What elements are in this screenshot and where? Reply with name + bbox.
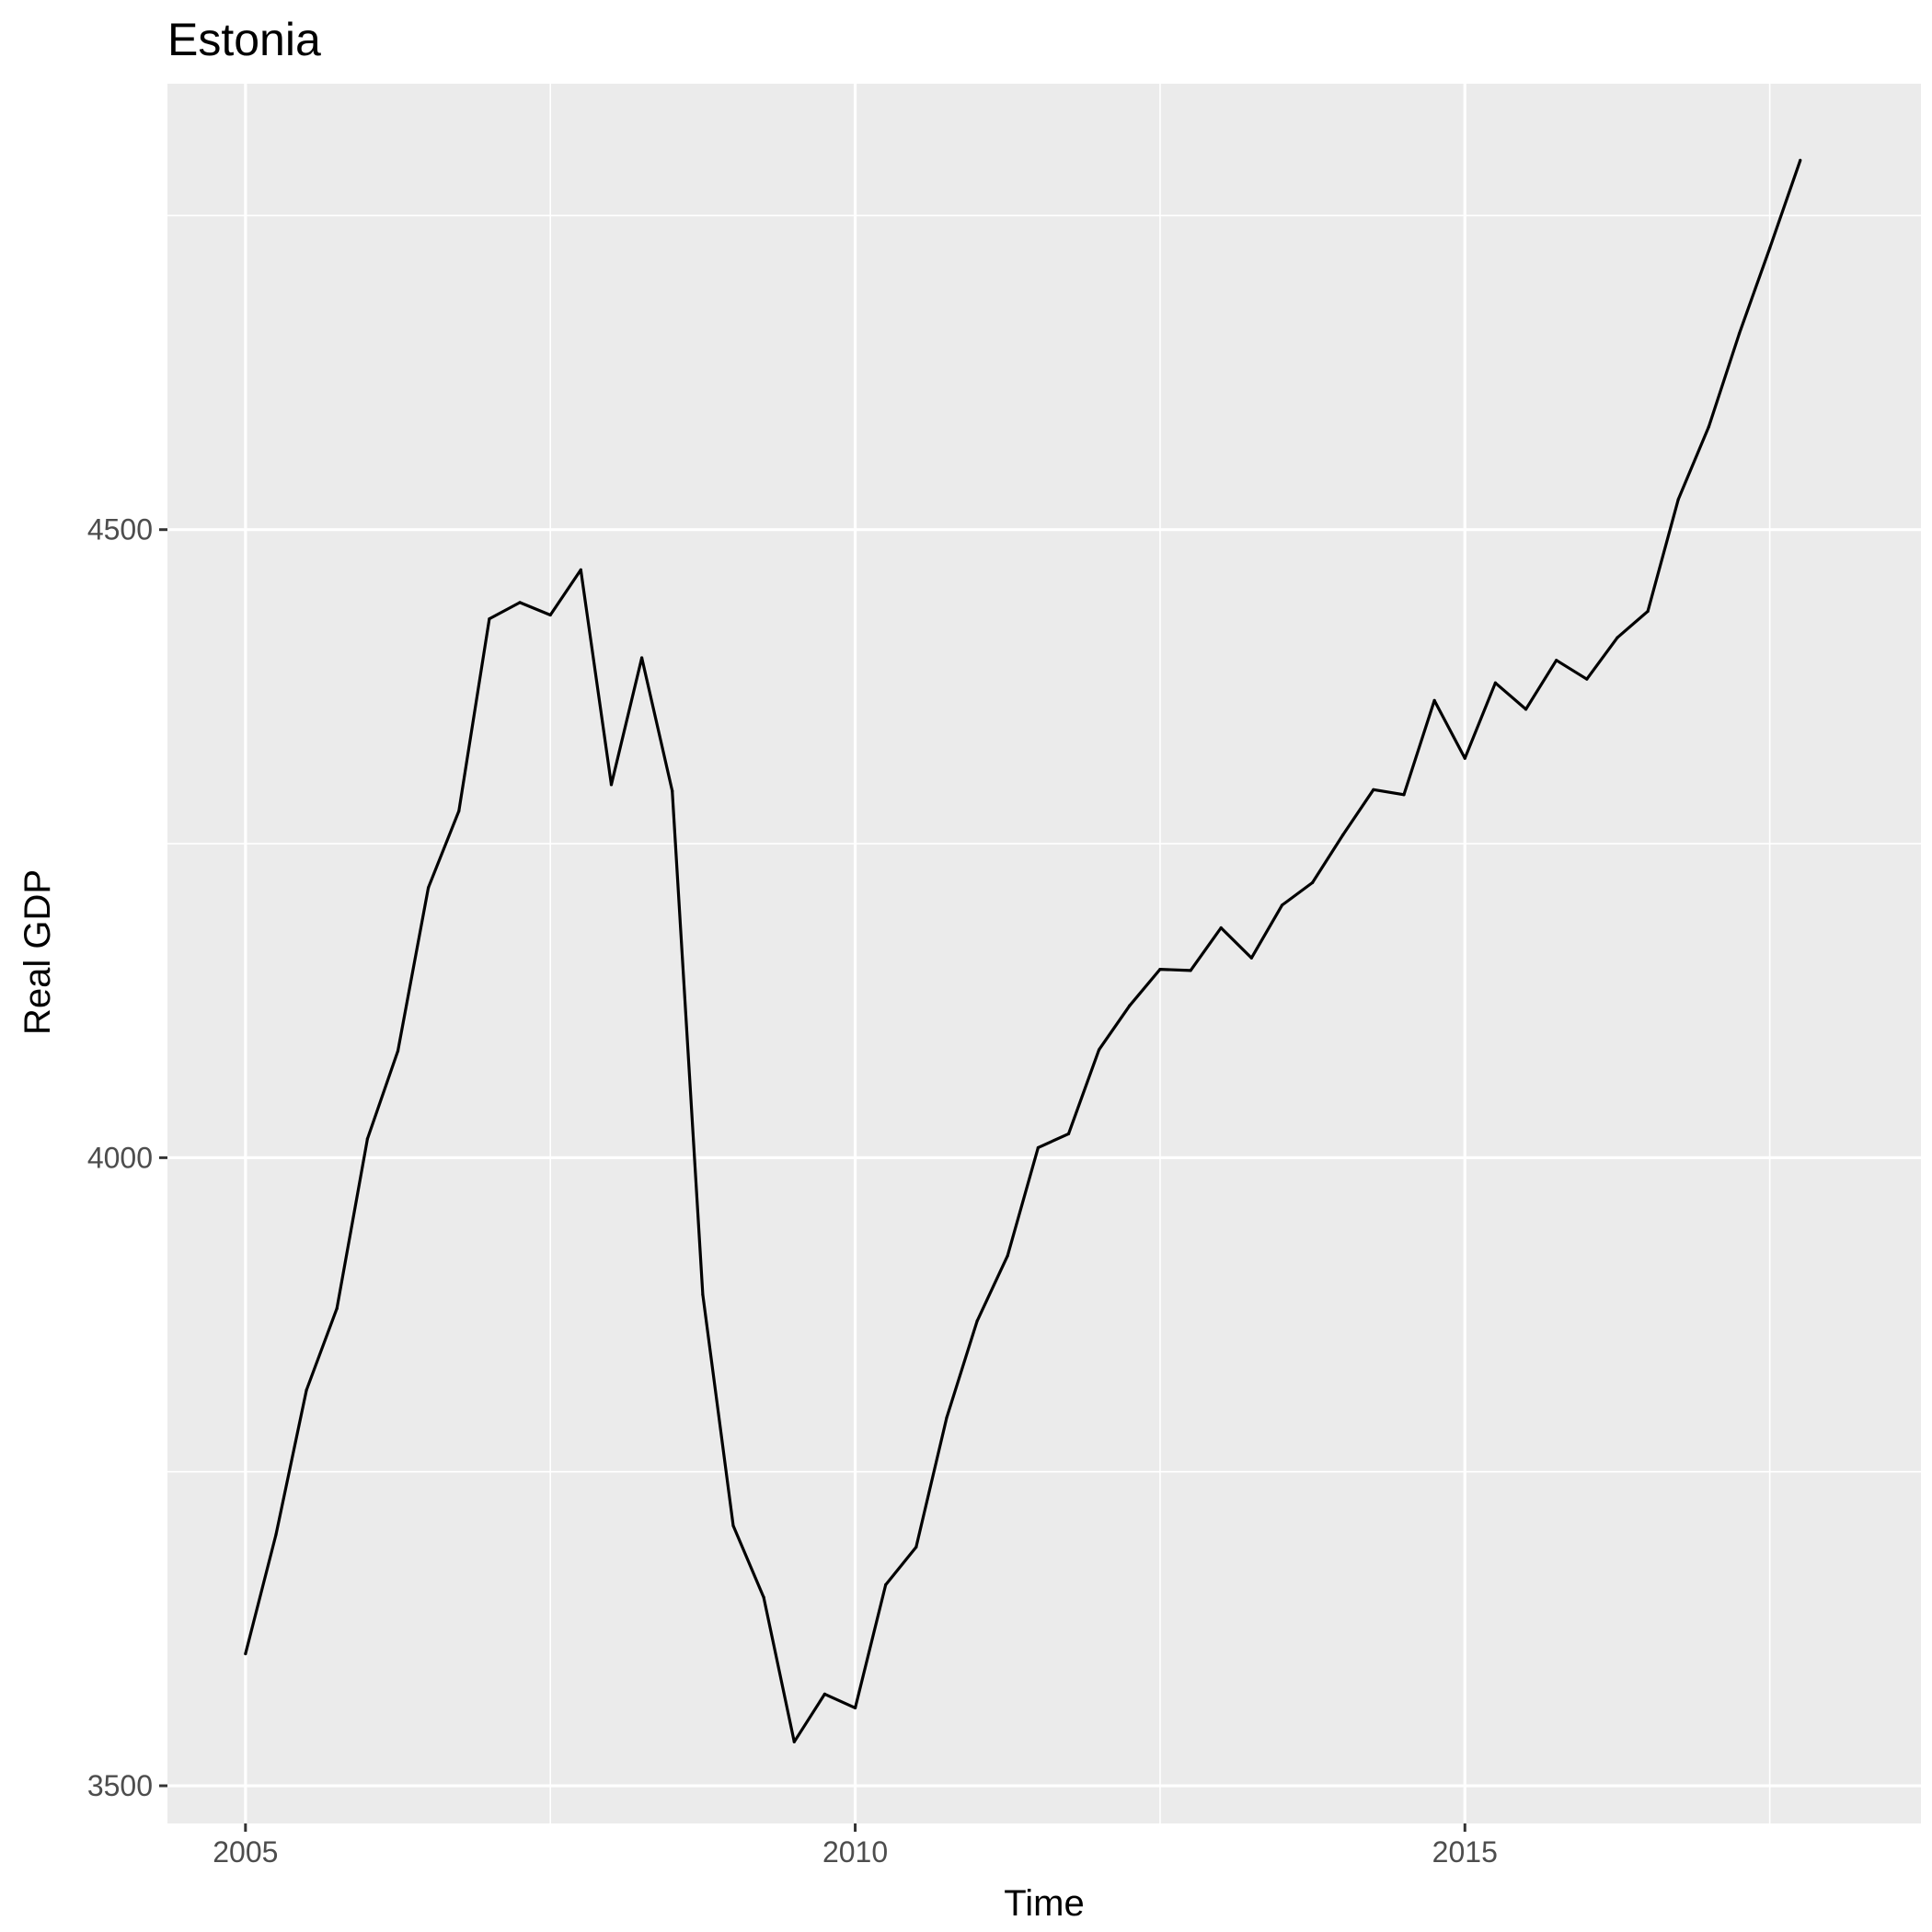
chart-title: Estonia (167, 14, 321, 65)
data-point (822, 1692, 827, 1696)
data-point (274, 1533, 278, 1536)
data-point (1402, 793, 1406, 797)
data-point (609, 783, 614, 787)
data-point (365, 1137, 369, 1141)
data-point (1158, 967, 1162, 972)
data-point (1463, 756, 1466, 760)
plot-panel (167, 84, 1921, 1823)
x-tick-label: 2005 (213, 1835, 278, 1869)
data-point (853, 1706, 857, 1709)
data-point (1341, 833, 1345, 837)
data-point (762, 1595, 765, 1599)
y-tick-label: 3500 (87, 1769, 153, 1802)
data-point (1006, 1254, 1009, 1258)
y-axis-title: Real GDP (17, 869, 58, 1035)
data-point (1372, 788, 1375, 791)
data-point (1128, 1004, 1132, 1007)
data-point (1310, 880, 1315, 884)
data-point (1585, 677, 1589, 681)
data-point (1189, 969, 1192, 972)
data-point (396, 1049, 400, 1052)
data-point (457, 809, 461, 813)
data-point (1707, 425, 1710, 429)
x-tick-label: 2010 (822, 1835, 888, 1869)
data-point (1555, 659, 1558, 662)
data-point (1066, 1132, 1071, 1136)
data-point (1219, 926, 1223, 930)
data-point (488, 617, 491, 621)
data-point (1280, 903, 1284, 907)
data-point (518, 601, 522, 604)
data-point (1646, 609, 1650, 614)
plot-area (167, 84, 1921, 1823)
data-point (1768, 247, 1772, 250)
data-point (701, 1293, 705, 1296)
y-tick-label: 4000 (87, 1141, 153, 1174)
x-tick-label: 2015 (1432, 1835, 1498, 1869)
data-point (1737, 332, 1742, 336)
data-point (640, 656, 644, 660)
data-point (1036, 1145, 1040, 1150)
series-line (244, 159, 1802, 1743)
data-point (1493, 681, 1498, 684)
data-point (427, 886, 431, 890)
data-point (914, 1546, 918, 1549)
data-point (1799, 158, 1802, 162)
data-point (1249, 956, 1253, 960)
data-point (1676, 498, 1680, 501)
data-point (1524, 707, 1528, 711)
data-point (579, 568, 582, 571)
data-point (1616, 636, 1619, 639)
data-point (671, 789, 674, 793)
data-point (945, 1416, 949, 1420)
data-point (792, 1740, 796, 1743)
data-point (1098, 1048, 1101, 1052)
data-point (975, 1319, 979, 1323)
data-point (335, 1306, 339, 1310)
data-point (548, 613, 552, 617)
data-point (305, 1388, 308, 1392)
data-point (731, 1524, 735, 1528)
axes: 3500 4000 4500 2005 2010 2015 (87, 513, 1498, 1869)
data-point (884, 1582, 888, 1587)
x-axis-title: Time (1004, 1883, 1084, 1924)
data-point (244, 1652, 247, 1656)
y-tick-label: 4500 (87, 513, 153, 546)
data-point (1432, 698, 1436, 702)
